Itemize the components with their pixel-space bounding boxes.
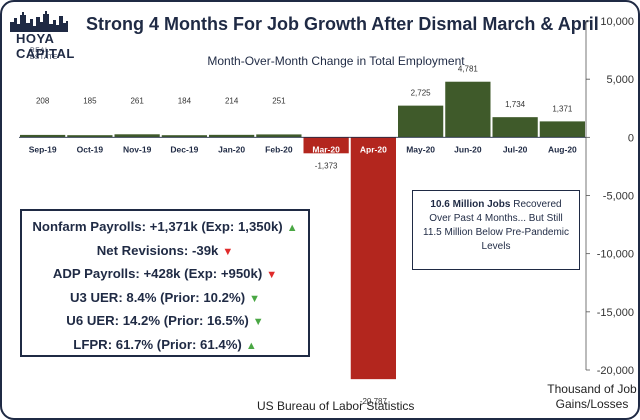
chart-title: Strong 4 Months For Job Growth After Dis… (86, 14, 599, 34)
unit-label: Thousand of Job Gains/Losses (546, 382, 638, 412)
bar (209, 134, 255, 138)
callout-highlight: 10.6 Million Jobs (430, 199, 511, 210)
summary-line: U3 UER: 8.4% (Prior: 10.2%) ▼ (22, 287, 308, 311)
skyline-icon (10, 11, 68, 32)
y-tick-label: 10,000 (600, 16, 634, 28)
data-label: 184 (178, 96, 192, 105)
y-tick-label: -20,000 (597, 365, 634, 377)
data-label: 208 (36, 96, 50, 105)
x-tick-label: Aug-20 (548, 144, 577, 154)
bar (350, 137, 396, 380)
unit-label-line: Gains/Losses (555, 397, 629, 411)
chart-subtitle: Month-Over-Month Change in Total Employm… (207, 54, 465, 68)
y-tick-label: -5,000 (603, 191, 634, 203)
x-tick-label: Jun-20 (454, 144, 482, 154)
callout-text: Recovered Over Past 4 Months... But Stil… (423, 199, 569, 252)
summary-text: U6 UER: 14.2% (Prior: 16.5%) (66, 313, 249, 328)
summary-text: Nonfarm Payrolls: +1,371k (Exp: 1,350k) (32, 219, 283, 234)
x-tick-label: Sep-19 (29, 144, 57, 154)
bar (445, 81, 491, 138)
down-arrow-icon: ▼ (222, 245, 234, 258)
bar (492, 117, 538, 138)
bar (20, 134, 66, 138)
data-label: 4,781 (458, 65, 479, 74)
x-tick-label: Mar-20 (312, 144, 340, 154)
unit-label-line: Thousand of Job (547, 382, 637, 396)
recovery-callout-box: 10.6 Million Jobs Recovered Over Past 4 … (412, 190, 580, 270)
x-tick-label: May-20 (406, 144, 435, 154)
x-tick-label: Feb-20 (265, 144, 293, 154)
x-tick-label: Nov-19 (123, 144, 152, 154)
bar (398, 105, 444, 138)
summary-text: U3 UER: 8.4% (Prior: 10.2%) (69, 289, 246, 305)
bar (67, 135, 113, 138)
bar (161, 135, 207, 138)
y-tick-label: -10,000 (597, 249, 634, 261)
y-tick-label: -15,000 (597, 307, 634, 319)
x-tick-label: Jan-20 (218, 144, 245, 154)
down-arrow-icon: ▼ (249, 292, 261, 305)
logo-tagline: REAL ESTATE (30, 47, 58, 61)
data-label: 251 (272, 96, 286, 105)
logo-wordmark: HOYA CAPITAL (16, 31, 75, 61)
summary-text: Net Revisions: -39k (96, 242, 219, 258)
down-arrow-icon: ▼ (252, 316, 264, 328)
bar (256, 134, 302, 138)
bar (539, 121, 585, 138)
y-tick-label: 5,000 (606, 74, 634, 86)
data-label: 261 (130, 96, 144, 105)
data-label: -1,373 (315, 161, 338, 170)
summary-line: LFPR: 61.7% (Prior: 61.4%) ▲ (22, 334, 308, 358)
data-label: 185 (83, 96, 97, 105)
bar (114, 134, 160, 138)
data-label: -20,787 (360, 397, 388, 406)
y-tick-label: 0 (628, 132, 634, 144)
summary-line: Net Revisions: -39k ▼ (22, 240, 308, 264)
summary-text: LFPR: 61.7% (Prior: 61.4%) (73, 336, 242, 352)
x-tick-label: Oct-19 (77, 144, 104, 154)
data-label: 2,725 (411, 89, 432, 98)
data-label: 214 (225, 96, 239, 105)
summary-line: Nonfarm Payrolls: +1,371k (Exp: 1,350k) ▲ (22, 216, 308, 240)
data-label: 1,734 (505, 100, 526, 109)
x-tick-label: Jul-20 (503, 144, 528, 154)
source-note: US Bureau of Labor Statistics (257, 399, 415, 413)
x-tick-label: Dec-19 (170, 144, 198, 154)
data-label: 1,371 (552, 104, 573, 113)
summary-text: ADP Payrolls: +428k (Exp: +950k) (52, 266, 263, 281)
up-arrow-icon: ▲ (286, 222, 298, 234)
summary-line: ADP Payrolls: +428k (Exp: +950k) ▼ (22, 263, 308, 287)
payrolls-summary-box: Nonfarm Payrolls: +1,371k (Exp: 1,350k) ▲… (20, 209, 310, 357)
down-arrow-icon: ▼ (266, 269, 278, 281)
bar (303, 137, 349, 154)
x-tick-label: Apr-20 (360, 144, 387, 154)
up-arrow-icon: ▲ (245, 339, 257, 352)
hoya-capital-logo: HOYA CAPITAL REAL ESTATE (8, 10, 78, 61)
summary-line: U6 UER: 14.2% (Prior: 16.5%) ▼ (22, 310, 308, 334)
